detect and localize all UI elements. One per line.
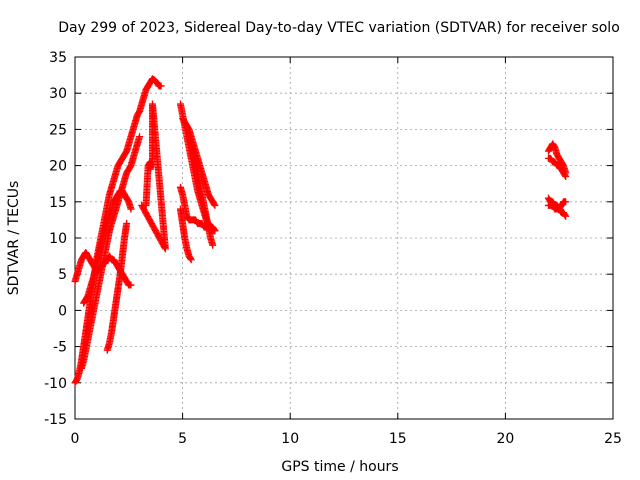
series-track-l <box>544 154 570 180</box>
y-tick-label: 10 <box>49 231 67 247</box>
data-point <box>127 281 135 289</box>
data-point <box>561 171 569 179</box>
data-points <box>71 75 570 387</box>
grid-lines <box>75 57 613 419</box>
x-axis-label: GPS time / hours <box>281 459 398 475</box>
x-tick-label: 10 <box>281 431 299 447</box>
y-tick-label: 20 <box>49 159 67 175</box>
data-point <box>123 220 131 228</box>
y-tick-label: -15 <box>44 412 67 428</box>
x-tick-label: 20 <box>496 431 514 447</box>
series-track-h <box>185 133 217 249</box>
data-point <box>210 200 218 208</box>
x-tick-label: 15 <box>389 431 407 447</box>
chart-title: Day 299 of 2023, Sidereal Day-to-day VTE… <box>58 20 620 36</box>
data-point <box>562 198 570 206</box>
series-track-c <box>80 187 135 307</box>
data-point <box>136 133 144 141</box>
data-point <box>561 211 569 219</box>
data-point <box>138 201 146 209</box>
y-tick-label: -5 <box>53 340 67 356</box>
series-track-j <box>176 205 195 264</box>
y-axis: -15 -10 -5 0 5 10 15 20 25 30 35 <box>44 50 613 428</box>
data-point <box>127 205 135 213</box>
data-point <box>138 203 146 211</box>
data-point <box>562 212 570 220</box>
x-tick-label: 5 <box>178 431 187 447</box>
data-point <box>187 256 195 264</box>
y-tick-label: 30 <box>49 86 67 102</box>
data-point <box>186 255 194 263</box>
y-tick-label: -10 <box>44 376 67 392</box>
x-tick-label: 0 <box>71 431 80 447</box>
y-tick-label: 0 <box>58 303 67 319</box>
series-track-i <box>176 183 219 235</box>
x-tick-label: 25 <box>604 431 622 447</box>
y-axis-label: SDTVAR / TECUs <box>6 181 22 296</box>
data-point <box>562 172 570 180</box>
data-point <box>211 201 219 209</box>
y-tick-label: 5 <box>58 267 67 283</box>
series-track-e <box>103 220 131 354</box>
data-point <box>157 82 165 90</box>
series-scattered <box>138 100 169 253</box>
x-axis: 0 5 10 15 20 25 <box>71 57 622 447</box>
series-track-n <box>544 198 570 213</box>
y-tick-label: 25 <box>49 122 67 138</box>
data-point <box>209 241 217 249</box>
data-point <box>211 227 219 235</box>
y-tick-label: 35 <box>49 50 67 66</box>
y-tick-label: 15 <box>49 195 67 211</box>
